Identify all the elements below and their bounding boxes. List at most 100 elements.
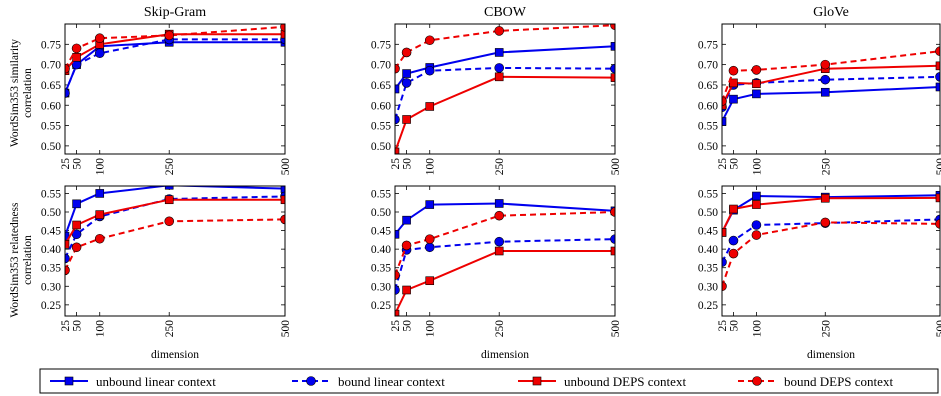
legend: unbound linear context bound linear cont… [39, 368, 939, 394]
y-tick-label: 0.55 [698, 121, 718, 133]
plot-frame [394, 185, 616, 317]
legend-box [39, 368, 939, 394]
data-point [401, 47, 412, 58]
series-line-bound-deps [395, 24, 615, 70]
subplot-6: 0.25 0.30 0.35 0.40 0.45 0.50 0.55 25 50 100 250 50… [698, 185, 941, 361]
x-tick-label: 500 [280, 158, 292, 176]
x-tick-label: 25 [390, 320, 402, 332]
data-point [71, 43, 82, 54]
data-point [729, 78, 738, 88]
x-tick-label: 100 [425, 320, 437, 338]
series-unbound-deps [65, 195, 285, 249]
x-tick-label: 250 [494, 320, 506, 338]
data-point [935, 61, 940, 71]
y-tick-label: 0.25 [41, 300, 61, 312]
data-point [610, 63, 615, 74]
data-point [494, 26, 505, 36]
y-tick-label: 0.75 [698, 39, 718, 51]
legend-marker-square [64, 376, 74, 386]
data-point [395, 309, 400, 316]
series-line-bound-linear [722, 75, 940, 108]
data-point [95, 189, 105, 198]
x-tick-label: 250 [164, 158, 176, 176]
data-point [72, 53, 81, 62]
data-point [935, 219, 940, 229]
series-bound-linear [65, 191, 285, 264]
data-point [752, 89, 761, 99]
series-line-bound-linear [395, 66, 615, 120]
x-tick-label: 25 [717, 320, 729, 332]
series-bound-linear [395, 234, 615, 295]
series-bound-deps [395, 207, 615, 280]
series-unbound-linear [395, 42, 615, 94]
data-point [280, 24, 285, 32]
data-point [95, 210, 105, 219]
legend-marker-circle [752, 376, 762, 386]
x-tick-label: 500 [610, 158, 622, 176]
y-tick-label: 0.25 [371, 300, 391, 312]
x-tick-label: 250 [164, 320, 176, 338]
y-tick-label: 0.55 [41, 188, 61, 200]
data-point [610, 246, 615, 256]
data-point [610, 24, 615, 31]
data-point [752, 79, 761, 89]
y-tick-label: 0.30 [698, 281, 718, 293]
y-tick-label: 0.70 [698, 60, 718, 72]
subplot-title: Skip-Gram [144, 5, 206, 20]
data-point [494, 210, 505, 221]
y-tick-label: 0.25 [698, 300, 718, 312]
series-unbound-linear [722, 82, 940, 126]
x-tick-label: 50 [728, 320, 740, 332]
y-tick-label: 0.55 [41, 121, 61, 133]
series-unbound-linear [65, 186, 285, 241]
data-point [94, 33, 105, 44]
subplot-4: 0.25 0.30 0.35 0.40 0.45 0.50 0.55 25 50 100 250 50… [41, 185, 292, 361]
y-tick-label: 0.50 [371, 141, 391, 153]
y-tick-label: 0.60 [41, 100, 61, 112]
y-tick-label: 0.70 [41, 60, 61, 72]
data-point [280, 186, 285, 193]
data-point [65, 240, 70, 249]
data-point [752, 191, 761, 201]
x-tick-label: 250 [820, 158, 832, 176]
subplot-title: CBOW [484, 5, 527, 20]
series-line-bound-deps [65, 218, 285, 271]
row-label-similarity-line1: WordSim353 similarity [9, 39, 21, 147]
y-tick-label: 0.50 [698, 141, 718, 153]
x-axis-label: dimension [807, 349, 855, 361]
y-tick-label: 0.65 [371, 80, 391, 92]
data-point [72, 199, 81, 209]
legend-item-unbound-deps: unbound DEPS context [518, 374, 686, 389]
plot-frame [64, 185, 286, 317]
row-label-relatedness-line1: WordSim353 relatedness [9, 202, 21, 318]
x-tick-label: 100 [751, 158, 763, 176]
data-point [722, 96, 727, 106]
series-bound-linear [65, 34, 285, 98]
x-tick-label: 50 [728, 158, 740, 170]
data-point [729, 204, 738, 214]
data-point [935, 193, 940, 203]
y-tick-label: 0.50 [371, 207, 391, 219]
data-point [425, 200, 435, 209]
data-point [280, 29, 285, 39]
data-point [65, 63, 70, 74]
row-label-relatedness-line2: correlation [22, 235, 34, 285]
plot-frame [721, 23, 941, 155]
y-tick-label: 0.55 [371, 121, 391, 133]
series-unbound-deps [722, 61, 940, 110]
y-tick-label: 0.35 [698, 263, 718, 275]
data-point [72, 220, 81, 230]
data-point [751, 65, 762, 75]
y-tick-label: 0.60 [698, 100, 718, 112]
legend-label-unbound-deps: unbound DEPS context [564, 374, 686, 389]
legend-marker-square [532, 376, 542, 386]
data-point [164, 216, 175, 227]
data-point [280, 195, 285, 205]
y-tick-label: 0.60 [371, 100, 391, 112]
data-point [402, 69, 411, 78]
data-point [280, 214, 285, 225]
legend-item-bound-deps: bound DEPS context [738, 374, 893, 389]
y-tick-label: 0.50 [698, 207, 718, 219]
series-unbound-deps [395, 246, 615, 316]
